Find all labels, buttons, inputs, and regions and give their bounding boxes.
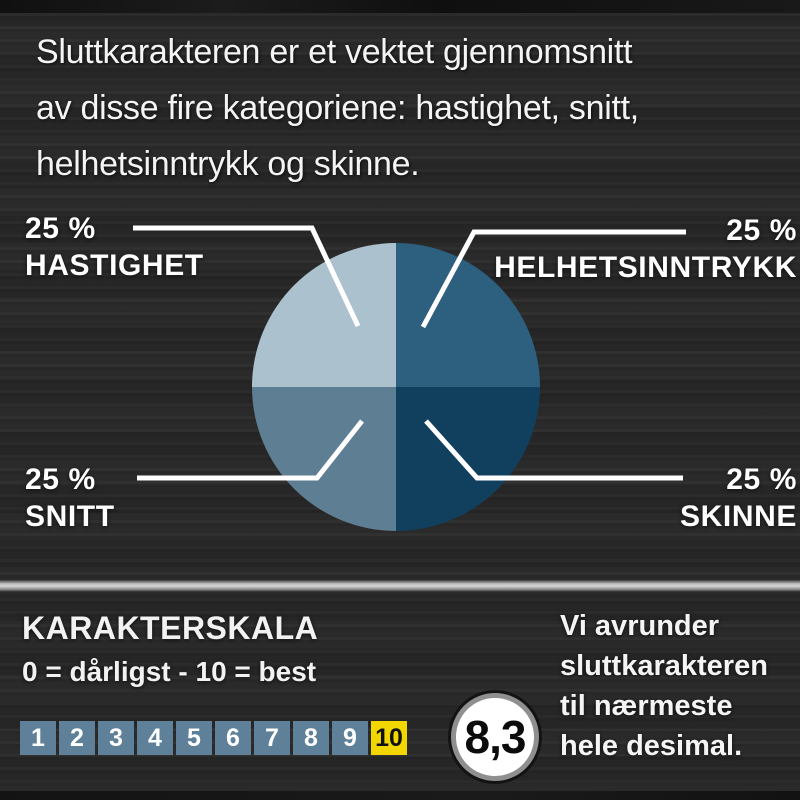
pie-slice-skinne — [396, 387, 540, 531]
scale-subtitle: 0 = dårligst - 10 = best — [22, 656, 317, 687]
slice-pct-snitt: 25 % — [25, 463, 96, 496]
intro-text: Sluttkarakteren er et vektet gjennomsnit… — [36, 24, 639, 192]
slice-label-skinne: 25 % SKINNE — [680, 461, 797, 535]
scale-cell-3: 3 — [98, 721, 134, 755]
slice-name-helhetsinntrykk: HELHETSINNTRYKK — [494, 251, 797, 284]
note-line-3: til nærmeste — [560, 690, 733, 722]
pie-slice-helhetsinntrykk — [396, 243, 540, 387]
scale-cell-5: 5 — [176, 721, 212, 755]
leader-line-hastighet — [133, 225, 361, 328]
slice-name-snitt: SNITT — [25, 500, 115, 533]
scale-cell-8: 8 — [293, 721, 329, 755]
slice-label-snitt: 25 % SNITT — [25, 461, 115, 535]
grade-scale-row: 1 2 3 4 5 6 7 8 9 10 — [20, 721, 407, 755]
scale-cell-4: 4 — [137, 721, 173, 755]
leader-line-snitt — [137, 419, 364, 481]
slice-pct-skinne: 25 % — [726, 463, 797, 496]
slice-pct-helhetsinntrykk: 25 % — [726, 214, 797, 247]
slice-label-helhetsinntrykk: 25 % HELHETSINNTRYKK — [494, 212, 797, 286]
scale-cell-7: 7 — [254, 721, 290, 755]
note-line-4: hele desimal. — [560, 730, 743, 762]
score-badge: 8,3 — [451, 693, 539, 781]
scale-cell-2: 2 — [59, 721, 95, 755]
section-divider — [0, 580, 800, 592]
pie-slice-hastighet — [252, 243, 396, 387]
scale-cell-6: 6 — [215, 721, 251, 755]
leader-line-skinne — [424, 419, 683, 481]
intro-line-3: helhetsinntrykk og skinne. — [36, 145, 420, 183]
scale-cell-9: 9 — [332, 721, 368, 755]
slice-name-hastighet: HASTIGHET — [25, 249, 204, 282]
scale-cell-10-highlighted: 10 — [371, 721, 407, 755]
intro-line-2: av disse fire kategoriene: hastighet, sn… — [36, 89, 639, 127]
leader-line-helhetsinntrykk — [420, 229, 686, 329]
note-line-2: sluttkarakteren — [560, 650, 768, 682]
slice-pct-hastighet: 25 % — [25, 212, 96, 245]
scale-heading: KARAKTERSKALA — [22, 610, 319, 646]
slice-label-hastighet: 25 % HASTIGHET — [25, 210, 204, 284]
bottom-texture-strip — [0, 791, 800, 800]
pie-slice-snitt — [252, 387, 396, 531]
slice-name-skinne: SKINNE — [680, 500, 797, 533]
scale-cell-1: 1 — [20, 721, 56, 755]
rounding-note: Vi avrunder sluttkarakteren til nærmeste… — [560, 606, 768, 766]
intro-line-1: Sluttkarakteren er et vektet gjennomsnit… — [36, 33, 633, 71]
note-line-1: Vi avrunder — [560, 610, 720, 642]
top-texture-strip — [0, 0, 800, 13]
